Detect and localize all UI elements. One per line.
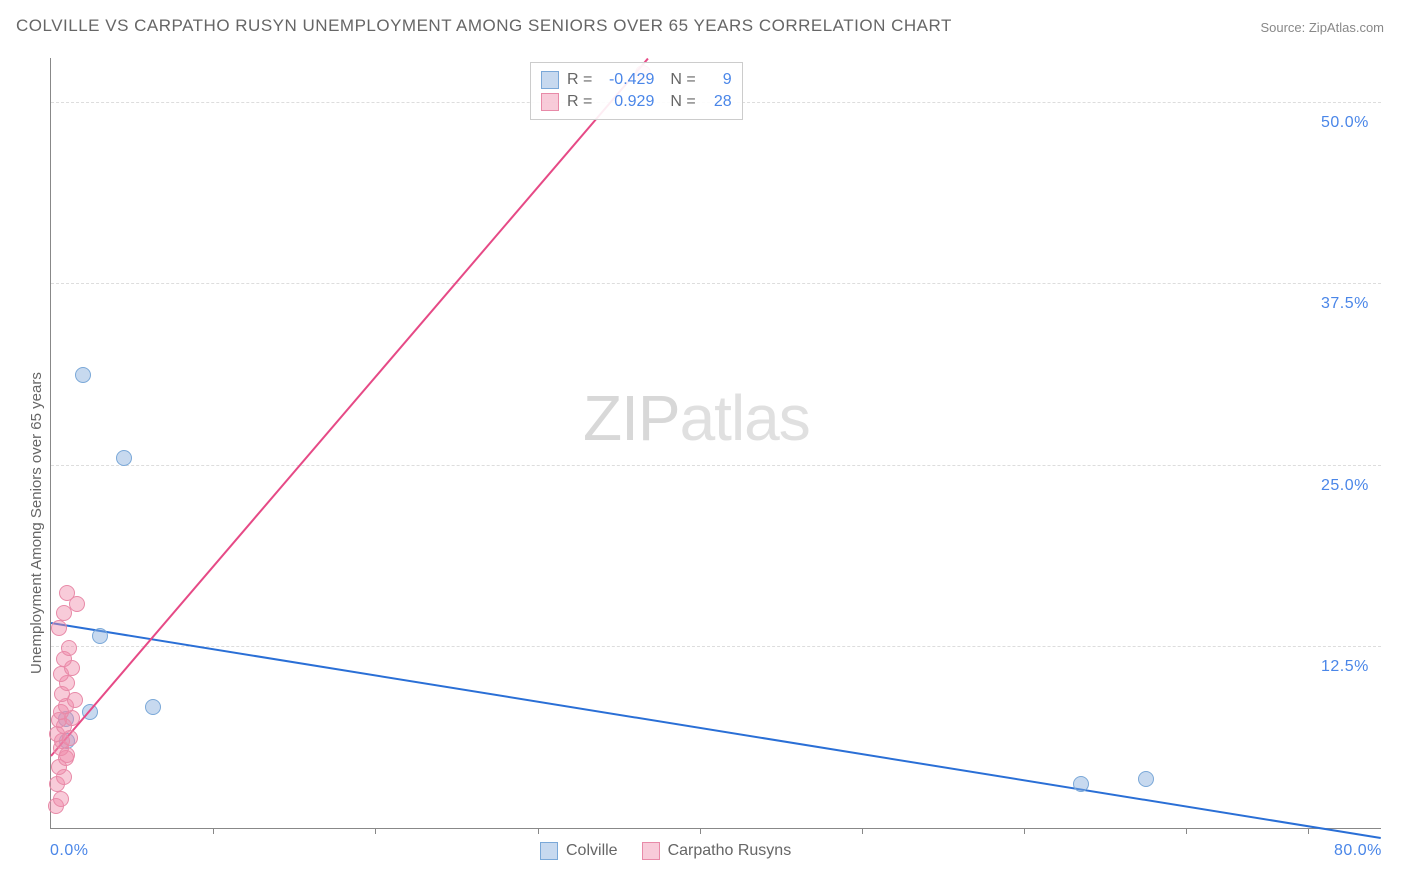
data-point [51, 620, 67, 636]
data-point [75, 367, 91, 383]
x-tick [213, 828, 214, 834]
x-tick [1186, 828, 1187, 834]
y-tick-label: 12.5% [1321, 658, 1369, 676]
y-tick-label: 25.0% [1321, 477, 1369, 495]
legend-swatch [541, 93, 559, 111]
watermark-atlas: atlas [680, 382, 810, 454]
x-tick [1308, 828, 1309, 834]
legend-n-label: N = [670, 71, 695, 89]
data-point [61, 640, 77, 656]
data-point [1073, 776, 1089, 792]
legend-series-name: Carpatho Rusyns [668, 842, 792, 860]
watermark: ZIPatlas [583, 381, 810, 455]
legend-row: R = -0.429 N = 9 [541, 69, 732, 91]
y-tick-label: 50.0% [1321, 114, 1369, 132]
legend-item: Carpatho Rusyns [642, 842, 792, 860]
data-point [53, 791, 69, 807]
scatter-plot: ZIPatlas 12.5% 25.0% 37.5% 50.0% [50, 58, 1381, 829]
gridline [51, 283, 1381, 284]
x-tick [375, 828, 376, 834]
x-tick [700, 828, 701, 834]
legend-swatch [642, 842, 660, 860]
legend-series-name: Colville [566, 842, 618, 860]
regression-line [51, 622, 1381, 839]
chart-title: COLVILLE VS CARPATHO RUSYN UNEMPLOYMENT … [16, 16, 952, 36]
x-tick-label: 0.0% [50, 842, 88, 860]
data-point [59, 585, 75, 601]
x-tick-label: 80.0% [1334, 842, 1382, 860]
gridline [51, 646, 1381, 647]
data-point [1138, 771, 1154, 787]
legend-swatch [540, 842, 558, 860]
correlation-legend: R = -0.429 N = 9 R = 0.929 N = 28 [530, 62, 743, 120]
x-tick [1024, 828, 1025, 834]
legend-n-value: 9 [704, 71, 732, 89]
gridline [51, 465, 1381, 466]
source-label: Source: ZipAtlas.com [1260, 20, 1384, 35]
data-point [59, 747, 75, 763]
y-tick-label: 37.5% [1321, 295, 1369, 313]
regression-line [50, 58, 648, 757]
data-point [145, 699, 161, 715]
legend-item: Colville [540, 842, 618, 860]
watermark-zip: ZIP [583, 382, 680, 454]
data-point [116, 450, 132, 466]
x-tick [538, 828, 539, 834]
legend-r-value: -0.429 [600, 71, 654, 89]
legend-row: R = 0.929 N = 28 [541, 91, 732, 113]
legend-n-value: 28 [704, 93, 732, 111]
data-point [92, 628, 108, 644]
legend-n-label: N = [670, 93, 695, 111]
legend-r-value: 0.929 [600, 93, 654, 111]
legend-r-label: R = [567, 93, 592, 111]
series-legend: Colville Carpatho Rusyns [540, 842, 791, 860]
x-tick [862, 828, 863, 834]
legend-swatch [541, 71, 559, 89]
legend-r-label: R = [567, 71, 592, 89]
y-axis-label: Unemployment Among Seniors over 65 years [28, 372, 45, 674]
